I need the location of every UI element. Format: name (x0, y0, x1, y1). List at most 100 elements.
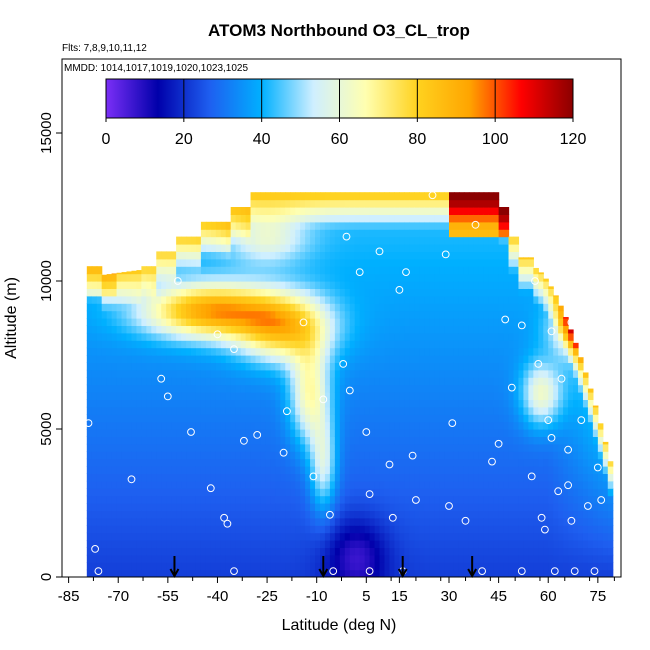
heatmap-cell (424, 466, 430, 474)
heatmap-cell (280, 384, 286, 393)
heatmap-cell (235, 443, 242, 452)
heatmap-cell (528, 488, 534, 497)
heatmap-cell (409, 406, 415, 415)
heatmap-cell (463, 340, 470, 349)
heatmap-cell (528, 258, 534, 267)
heatmap-cell (543, 540, 549, 548)
heatmap-cell (434, 532, 440, 541)
heatmap-cell (414, 229, 420, 238)
heatmap-cell (473, 554, 480, 563)
heatmap-cell (424, 207, 430, 215)
heatmap-cell (458, 318, 465, 326)
heatmap-cell (528, 332, 534, 341)
heatmap-cell (493, 562, 500, 571)
heatmap-cell (200, 414, 207, 423)
heatmap-cell (324, 199, 331, 208)
heatmap-cell (602, 532, 609, 541)
heatmap-cell (290, 303, 296, 312)
heatmap-cell (404, 458, 410, 467)
heatmap-cell (215, 443, 222, 452)
heatmap-cell (523, 303, 529, 312)
heatmap-cell (508, 451, 515, 460)
heatmap-cell (290, 510, 296, 519)
heatmap-cell (409, 377, 415, 386)
heatmap-cell (141, 510, 147, 519)
heatmap-cell (265, 451, 271, 460)
heatmap-cell (141, 436, 147, 445)
heatmap-cell (255, 229, 262, 238)
heatmap-cell (186, 318, 192, 326)
heatmap-cell (513, 443, 520, 452)
heatmap-cell (463, 295, 470, 304)
heatmap-cell (285, 392, 291, 400)
heatmap-cell (295, 421, 301, 430)
heatmap-cell (458, 436, 465, 445)
heatmap-cell (404, 414, 410, 423)
heatmap-cell (295, 362, 301, 371)
heatmap-cell (195, 340, 202, 349)
heatmap-cell (409, 517, 415, 526)
heatmap-cell (166, 436, 172, 445)
heatmap-cell (553, 295, 559, 297)
heatmap-cell (295, 295, 301, 304)
heatmap-cell (225, 318, 232, 326)
heatmap-cell (573, 503, 579, 511)
heatmap-cell (488, 406, 495, 415)
heatmap-cell (404, 384, 410, 393)
heatmap-cell (498, 517, 505, 526)
heatmap-cell (240, 569, 247, 577)
heatmap-cell (523, 443, 529, 452)
heatmap-cell (453, 480, 460, 489)
heatmap-cell (290, 488, 296, 497)
heatmap-cell (329, 436, 336, 445)
heatmap-cell (349, 540, 356, 548)
heatmap-cell (111, 288, 118, 297)
heatmap-cell (191, 384, 197, 393)
heatmap-cell (434, 236, 440, 245)
heatmap-cell (468, 207, 475, 215)
heatmap-cell (379, 540, 386, 548)
heatmap-cell (334, 340, 341, 349)
heatmap-cell (265, 414, 271, 423)
heatmap-cell (434, 295, 440, 304)
heatmap-cell (324, 244, 331, 252)
heatmap-cell (359, 325, 366, 334)
heatmap-cell (320, 503, 326, 511)
heatmap-cell (439, 517, 445, 526)
heatmap-cell (344, 554, 351, 563)
heatmap-cell (320, 384, 326, 393)
heatmap-cell (230, 554, 237, 563)
heatmap-cell (141, 377, 147, 386)
heatmap-cell (518, 495, 525, 504)
heatmap-cell (429, 332, 435, 341)
heatmap-cell (488, 332, 495, 341)
heatmap-cell (161, 399, 167, 408)
heatmap-cell (210, 540, 217, 548)
heatmap-cell (235, 355, 242, 363)
heatmap-cell (473, 347, 480, 356)
heatmap-cell (220, 369, 227, 378)
heatmap-cell (563, 443, 569, 452)
heatmap-cell (602, 547, 609, 556)
heatmap-cell (394, 517, 400, 526)
heatmap-cell (86, 384, 93, 393)
heatmap-cell (275, 421, 281, 430)
heatmap-cell (503, 510, 510, 519)
heatmap-cell (389, 369, 396, 378)
heatmap-cell (468, 258, 475, 267)
heatmap-cell (434, 207, 440, 215)
heatmap-cell (96, 510, 103, 519)
heatmap-cell (315, 221, 321, 230)
heatmap-cell (414, 480, 420, 489)
heatmap-cell (250, 288, 257, 297)
heatmap-cell (587, 547, 594, 556)
heatmap-cell (166, 399, 172, 408)
heatmap-cell (379, 310, 386, 319)
heatmap-cell (488, 562, 495, 571)
heatmap-cell (359, 554, 366, 563)
heatmap-cell (186, 362, 192, 371)
heatmap-cell (245, 399, 252, 408)
heatmap-cell (225, 340, 232, 349)
heatmap-cell (210, 436, 217, 445)
heatmap-cell (379, 258, 386, 267)
